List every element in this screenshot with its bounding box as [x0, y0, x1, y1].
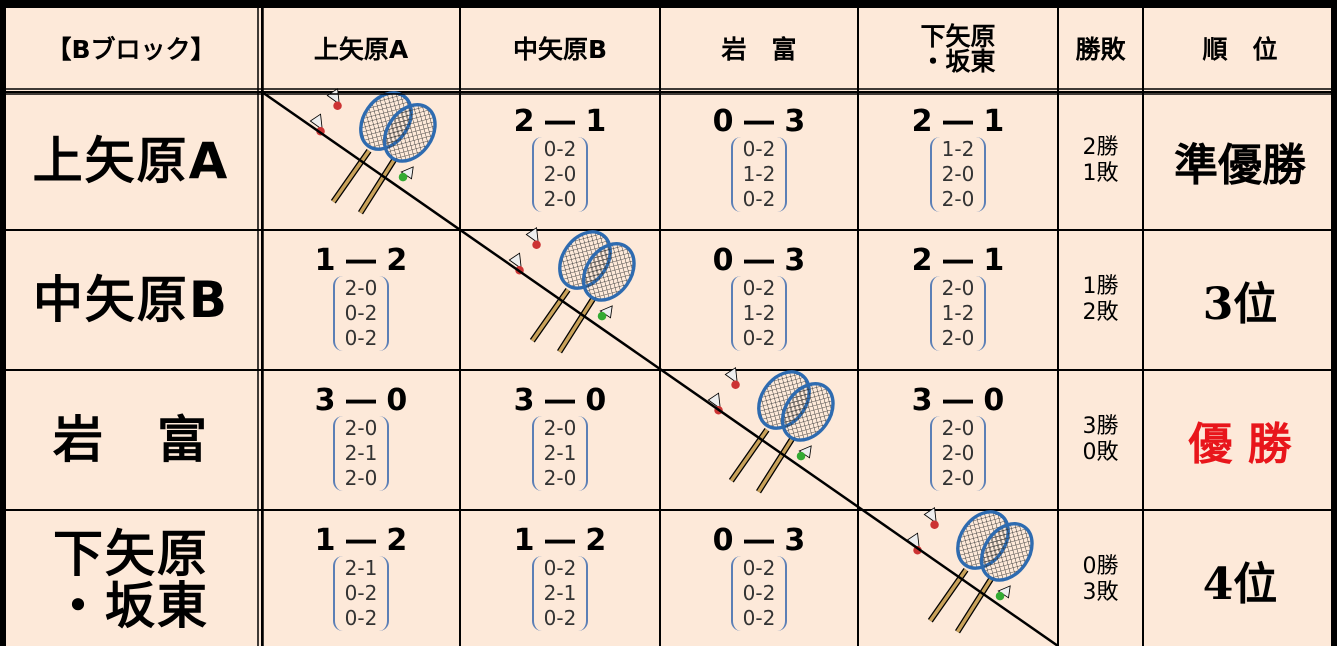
header-cell: 順 位	[1143, 6, 1337, 92]
game-scores: 0-2 2-1 0-2	[531, 555, 589, 631]
game-score: 2-1	[543, 580, 577, 605]
win-loss: 3勝 0敗	[1058, 370, 1143, 510]
rank: 3位	[1143, 230, 1337, 370]
game-scores: 0-2 2-0 2-0	[531, 136, 589, 212]
match-score: 3 ― 0	[911, 382, 1005, 418]
game-scores: 2-0 0-2 0-2	[332, 275, 390, 351]
game-score: 2-0	[941, 325, 975, 350]
game-scores: 1-2 2-0 2-0	[929, 136, 987, 212]
result-cell	[660, 370, 858, 510]
game-score: 2-0	[344, 275, 378, 300]
game-score: 1-2	[742, 161, 776, 186]
game-scores: 2-0 2-0 2-0	[929, 415, 987, 491]
game-score: 2-0	[941, 415, 975, 440]
result-cell: 2 ― 1 2-0 1-2 2-0	[858, 230, 1058, 370]
result-cell: 1 ― 2 2-1 0-2 0-2	[262, 510, 460, 646]
game-score: 2-0	[344, 465, 378, 490]
game-score: 2-0	[941, 161, 975, 186]
game-score: 0-2	[543, 555, 577, 580]
header-cell: 勝敗	[1058, 6, 1143, 92]
game-scores: 2-0 1-2 2-0	[929, 275, 987, 351]
result-cell: 3 ― 0 2-0 2-0 2-0	[858, 370, 1058, 510]
result-cell	[858, 510, 1058, 646]
game-score: 2-0	[543, 415, 577, 440]
team-name: 上矢原A	[0, 92, 262, 230]
game-score: 2-0	[543, 465, 577, 490]
team-name: 下矢原 ・坂東	[0, 510, 262, 646]
match-score: 2 ― 1	[911, 103, 1005, 139]
game-score: 2-1	[543, 440, 577, 465]
match-score: 1 ― 2	[314, 242, 408, 278]
match-score: 2 ― 1	[513, 103, 607, 139]
game-score: 0-2	[543, 136, 577, 161]
game-score: 1-2	[742, 300, 776, 325]
game-score: 0-2	[742, 555, 776, 580]
header-cell: 中矢原B	[460, 6, 660, 92]
game-scores: 2-0 2-1 2-0	[531, 415, 589, 491]
result-cell	[262, 92, 460, 230]
game-score: 0-2	[344, 325, 378, 350]
match-score: 3 ― 0	[513, 382, 607, 418]
game-score: 0-2	[344, 605, 378, 630]
game-score: 0-2	[344, 300, 378, 325]
game-scores: 0-2 1-2 0-2	[730, 275, 788, 351]
team-name: 中矢原B	[0, 230, 262, 370]
result-cell: 3 ― 0 2-0 2-1 2-0	[460, 370, 660, 510]
game-score: 0-2	[742, 186, 776, 211]
win-loss: 0勝 3敗	[1058, 510, 1143, 646]
game-scores: 2-1 0-2 0-2	[332, 555, 390, 631]
result-cell: 2 ― 1 0-2 2-0 2-0	[460, 92, 660, 230]
game-score: 0-2	[742, 605, 776, 630]
result-cell: 0 ― 3 0-2 1-2 0-2	[660, 92, 858, 230]
result-cell: 0 ― 3 0-2 1-2 0-2	[660, 230, 858, 370]
game-scores: 0-2 0-2 0-2	[730, 555, 788, 631]
match-score: 0 ― 3	[712, 242, 806, 278]
game-score: 1-2	[941, 300, 975, 325]
header-cell: 岩 富	[660, 6, 858, 92]
game-score: 0-2	[344, 580, 378, 605]
game-score: 2-0	[941, 465, 975, 490]
game-score: 2-0	[344, 415, 378, 440]
result-cell: 1 ― 2 0-2 2-1 0-2	[460, 510, 660, 646]
rank: 優 勝	[1143, 370, 1337, 510]
match-score: 0 ― 3	[712, 103, 806, 139]
match-score: 2 ― 1	[911, 242, 1005, 278]
result-cell: 2 ― 1 1-2 2-0 2-0	[858, 92, 1058, 230]
game-scores: 2-0 2-1 2-0	[332, 415, 390, 491]
game-score: 2-0	[543, 186, 577, 211]
game-score: 2-0	[941, 186, 975, 211]
header-cell: 下矢原 ・坂東	[858, 6, 1058, 92]
game-score: 0-2	[742, 275, 776, 300]
game-score: 2-0	[941, 275, 975, 300]
game-score: 2-1	[344, 555, 378, 580]
match-score: 1 ― 2	[513, 522, 607, 558]
game-score: 2-1	[344, 440, 378, 465]
win-loss: 2勝 1敗	[1058, 92, 1143, 230]
game-score: 0-2	[742, 136, 776, 161]
match-score: 1 ― 2	[314, 522, 408, 558]
match-score: 0 ― 3	[712, 522, 806, 558]
game-score: 2-0	[543, 161, 577, 186]
win-loss: 1勝 2敗	[1058, 230, 1143, 370]
header-cell: 上矢原A	[262, 6, 460, 92]
game-score: 0-2	[543, 605, 577, 630]
game-score: 1-2	[941, 136, 975, 161]
result-cell: 3 ― 0 2-0 2-1 2-0	[262, 370, 460, 510]
result-cell	[460, 230, 660, 370]
game-scores: 0-2 1-2 0-2	[730, 136, 788, 212]
team-name: 岩 富	[0, 370, 262, 510]
game-score: 2-0	[941, 440, 975, 465]
result-cell: 0 ― 3 0-2 0-2 0-2	[660, 510, 858, 646]
game-score: 0-2	[742, 580, 776, 605]
rank: 4位	[1143, 510, 1337, 646]
match-score: 3 ― 0	[314, 382, 408, 418]
game-score: 0-2	[742, 325, 776, 350]
result-cell: 1 ― 2 2-0 0-2 0-2	[262, 230, 460, 370]
rank: 準優勝	[1143, 92, 1337, 230]
header-cell: 【Bブロック】	[0, 6, 262, 92]
